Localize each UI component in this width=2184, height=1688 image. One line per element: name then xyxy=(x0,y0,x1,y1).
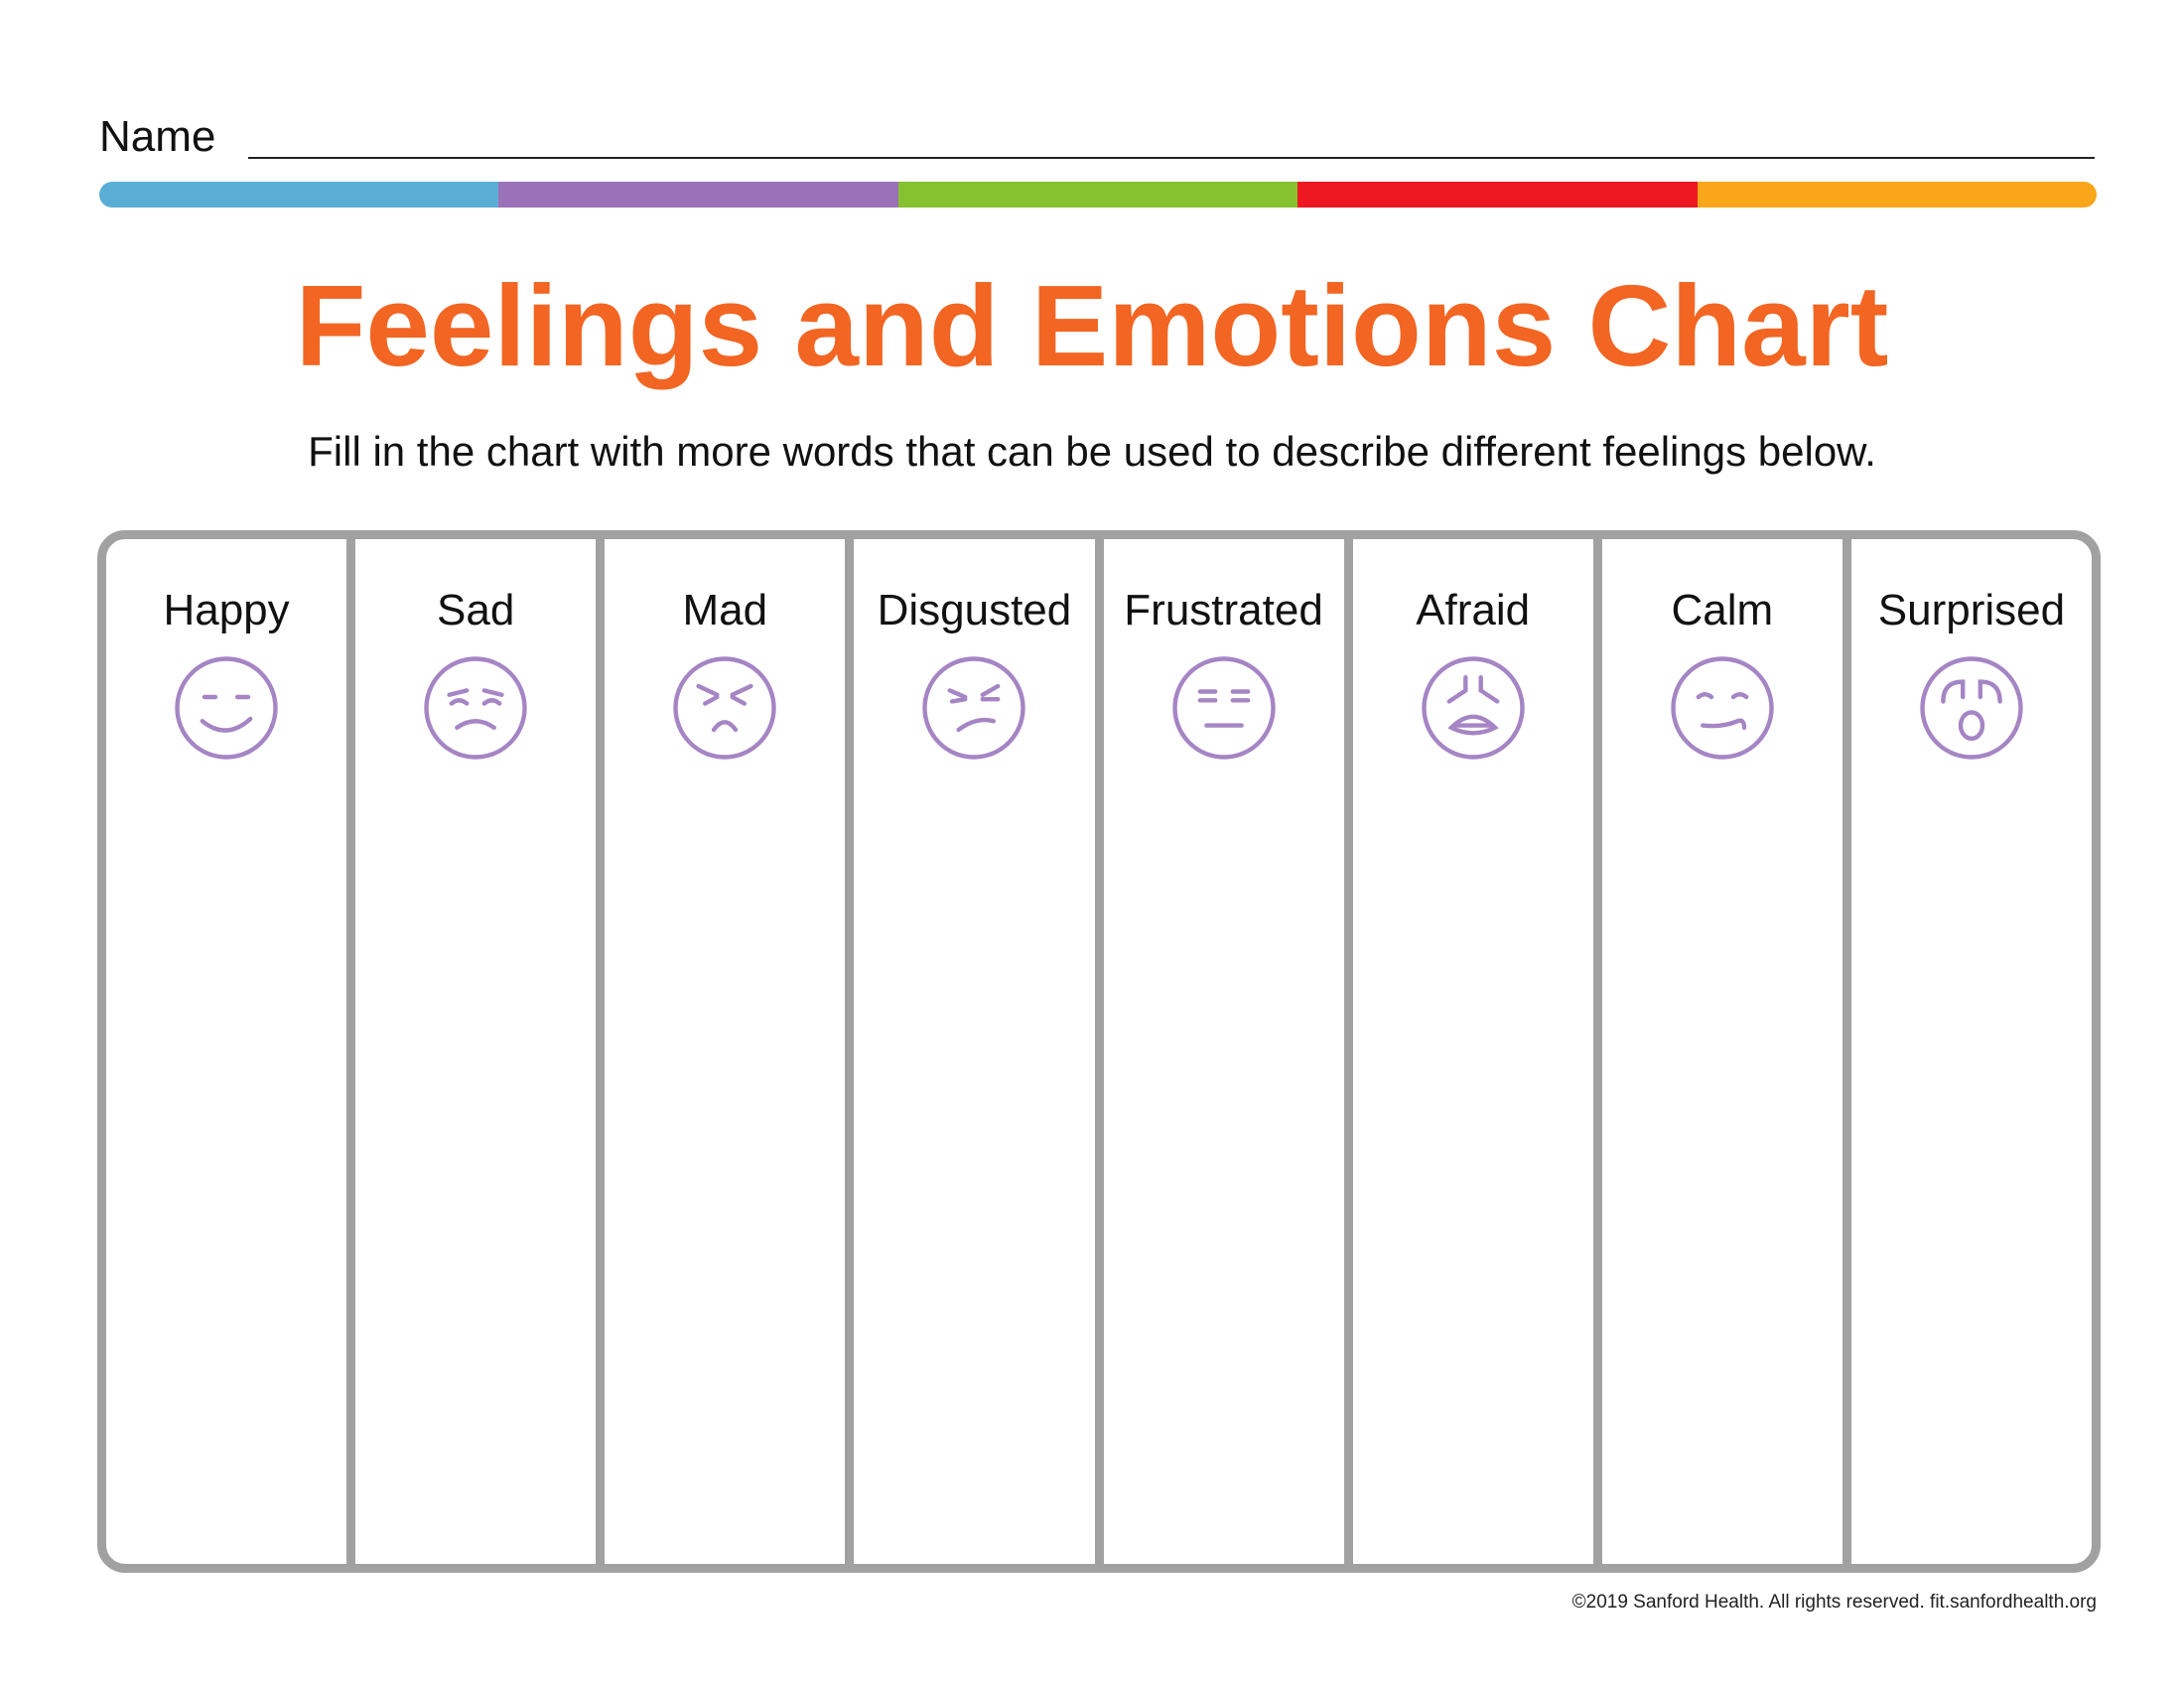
write-area[interactable] xyxy=(106,787,346,1564)
column-label: Happy xyxy=(163,586,290,634)
write-area[interactable] xyxy=(1104,787,1344,1564)
column-afraid: Afraid xyxy=(1343,539,1593,1564)
instruction-text: Fill in the chart with more words that c… xyxy=(308,428,1876,475)
color-bar-segment-blue xyxy=(99,182,499,208)
column-label: Frustrated xyxy=(1124,586,1323,634)
sad-face-icon xyxy=(421,653,530,763)
disgusted-face-icon xyxy=(919,653,1028,763)
surprised-face-icon xyxy=(1917,653,2026,763)
column-label: Mad xyxy=(682,586,768,634)
column-label: Disgusted xyxy=(877,586,1072,634)
calm-face-icon xyxy=(1668,653,1777,763)
column-calm: Calm xyxy=(1592,539,1843,1564)
frustrated-face-icon xyxy=(1169,653,1279,763)
column-frustrated: Frustrated xyxy=(1094,539,1344,1564)
write-area[interactable] xyxy=(1353,787,1593,1564)
write-area[interactable] xyxy=(1602,787,1843,1564)
color-bar-segment-orange xyxy=(1697,182,2097,208)
name-label: Name xyxy=(99,112,216,161)
feelings-chart: Happy Sad Mad xyxy=(97,530,2101,1573)
write-area[interactable] xyxy=(1851,787,2092,1564)
column-label: Sad xyxy=(437,586,515,634)
column-disgusted: Disgusted xyxy=(845,539,1094,1564)
column-label: Surprised xyxy=(1877,586,2066,634)
write-area[interactable] xyxy=(854,787,1094,1564)
color-bar-segment-red xyxy=(1297,182,1698,208)
name-write-line[interactable] xyxy=(248,157,2095,159)
write-area[interactable] xyxy=(355,787,596,1564)
happy-face-icon xyxy=(172,653,281,763)
write-area[interactable] xyxy=(605,787,845,1564)
column-label: Calm xyxy=(1671,586,1774,634)
name-row: Name xyxy=(99,107,2095,167)
page-title: Feelings and Emotions Chart xyxy=(295,261,1889,390)
column-sad: Sad xyxy=(346,539,596,1564)
column-label: Afraid xyxy=(1416,586,1531,634)
column-happy: Happy xyxy=(106,539,346,1564)
color-bar-segment-purple xyxy=(498,182,898,208)
color-bar xyxy=(99,182,2097,208)
copyright-footer: ©2019 Sanford Health. All rights reserve… xyxy=(1571,1592,2097,1613)
column-surprised: Surprised xyxy=(1842,539,2092,1564)
afraid-face-icon xyxy=(1419,653,1528,763)
column-mad: Mad xyxy=(596,539,845,1564)
mad-face-icon xyxy=(670,653,779,763)
color-bar-segment-green xyxy=(897,182,1298,208)
